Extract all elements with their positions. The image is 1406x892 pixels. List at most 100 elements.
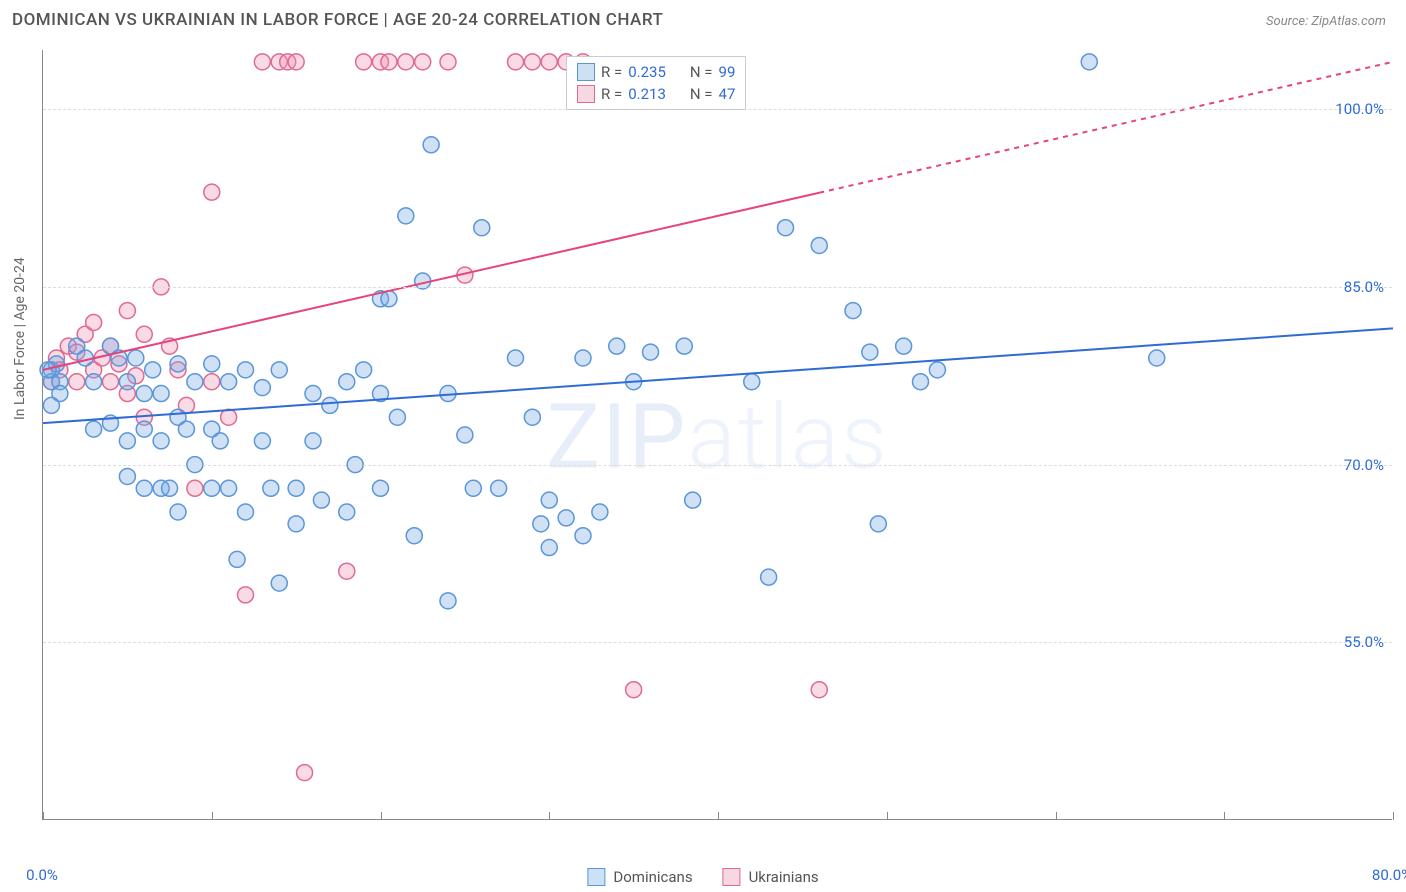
legend-swatch [723,868,741,886]
data-point [626,682,642,698]
legend-item: Dominicans [587,868,692,886]
data-point [136,326,152,342]
bottom-legend: Dominicans Ukrainians [587,868,818,886]
data-point [896,338,912,354]
data-point [541,54,557,70]
data-point [322,397,338,413]
data-point [575,528,591,544]
header: DOMINICAN VS UKRAINIAN IN LABOR FORCE | … [0,0,1406,38]
y-axis-label: In Labor Force | Age 20-24 [12,257,28,420]
trend-line-dashed [819,62,1393,193]
data-point [204,184,220,200]
data-point [170,356,186,372]
data-point [153,386,169,402]
x-tick [212,812,213,820]
data-point [811,682,827,698]
data-point [465,480,481,496]
data-point [221,480,237,496]
legend-swatch [577,63,595,81]
data-point [474,220,490,236]
data-point [373,480,389,496]
data-point [423,137,439,153]
data-point [204,356,220,372]
data-point [870,516,886,532]
legend-label: Dominicans [613,868,692,886]
data-point [440,593,456,609]
y-tick-label: 100.0% [1335,100,1384,118]
data-point [778,220,794,236]
data-point [524,409,540,425]
data-point [288,54,304,70]
legend-label: Ukrainians [749,868,819,886]
x-tick-label: 80.0% [1372,866,1406,884]
data-point [119,374,135,390]
stat-n-value: 47 [719,85,736,103]
data-point [119,303,135,319]
data-point [297,765,313,781]
data-point [187,374,203,390]
data-point [204,480,220,496]
data-point [178,421,194,437]
x-tick [1393,812,1394,820]
data-point [254,54,270,70]
data-point [761,569,777,585]
data-point [153,433,169,449]
chart-container: DOMINICAN VS UKRAINIAN IN LABOR FORCE | … [0,0,1406,892]
data-point [305,433,321,449]
data-point [356,54,372,70]
stat-n-label: N = [690,63,713,81]
data-point [811,237,827,253]
data-point [339,504,355,520]
x-tick [718,812,719,820]
data-point [103,374,119,390]
stat-r-label: R = [601,63,622,81]
data-point [339,374,355,390]
data-point [541,492,557,508]
data-point [271,575,287,591]
data-point [1149,350,1165,366]
data-point [508,54,524,70]
legend-swatch [587,868,605,886]
data-point [592,504,608,520]
data-point [40,362,56,378]
stat-n-value: 99 [719,63,736,81]
data-point [389,409,405,425]
data-point [136,386,152,402]
data-point [288,516,304,532]
data-point [1081,54,1097,70]
y-tick-label: 55.0% [1344,633,1384,651]
source-label: Source: ZipAtlas.com [1266,14,1386,29]
data-point [356,362,372,378]
data-point [533,516,549,532]
x-tick [43,812,44,820]
stats-legend-box: R = 0.235 N = 99 R = 0.213 N = 47 [566,56,746,110]
x-tick [1224,812,1225,820]
plot-svg [43,50,1393,820]
data-point [381,54,397,70]
data-point [845,303,861,319]
x-tick-label: 0.0% [26,866,58,884]
data-point [221,409,237,425]
data-point [558,510,574,526]
x-tick [381,812,382,820]
chart-plot-area: ZIPatlas 55.0%70.0%85.0%100.0% [42,50,1392,820]
data-point [305,386,321,402]
y-tick-label: 85.0% [1344,278,1384,296]
data-point [145,362,161,378]
data-point [212,433,228,449]
data-point [288,480,304,496]
data-point [913,374,929,390]
data-point [415,54,431,70]
data-point [221,374,237,390]
data-point [136,480,152,496]
data-point [398,54,414,70]
x-tick [549,812,550,820]
data-point [862,344,878,360]
stats-row: R = 0.213 N = 47 [577,83,735,105]
data-point [136,421,152,437]
data-point [238,504,254,520]
data-point [86,421,102,437]
data-point [86,374,102,390]
data-point [238,587,254,603]
stats-row: R = 0.235 N = 99 [577,61,735,83]
